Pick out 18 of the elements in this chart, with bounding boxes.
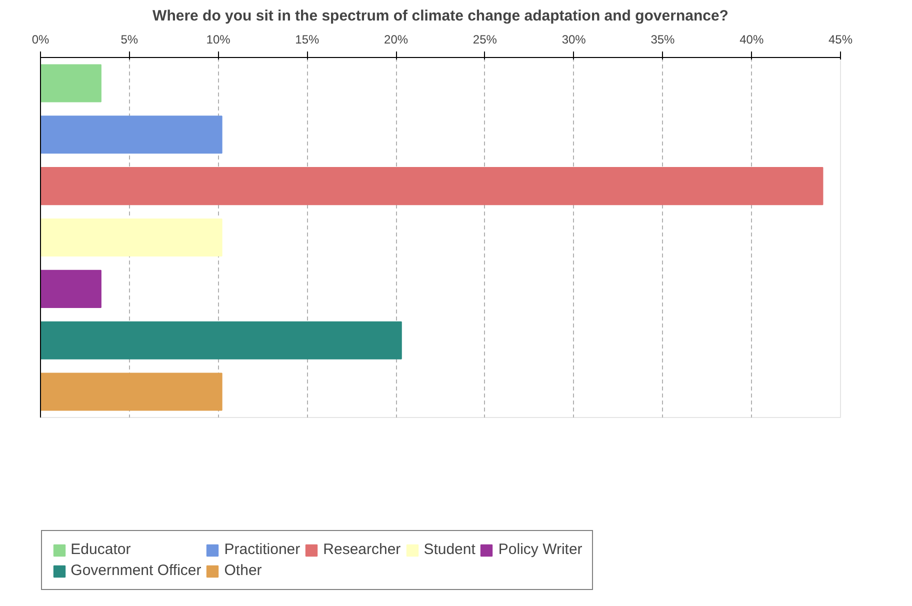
- x-tick-label: 40%: [740, 32, 764, 46]
- x-tick-label: 15%: [295, 32, 320, 46]
- legend-label: Student: [424, 541, 476, 558]
- chart-title: Where do you sit in the spectrum of climate change adaptation and governance?: [152, 8, 728, 24]
- legend-label: Other: [224, 562, 262, 579]
- legend-label: Researcher: [323, 541, 401, 558]
- x-tick-label: 0%: [32, 32, 50, 46]
- x-tick-label: 25%: [472, 32, 498, 46]
- x-tick-label: 35%: [650, 32, 676, 46]
- legend-label: Policy Writer: [498, 541, 582, 558]
- x-tick-label: 45%: [828, 32, 853, 46]
- x-tick-label: 5%: [120, 32, 138, 46]
- x-tick-label: 20%: [384, 32, 408, 46]
- legend-label: Government Officer: [70, 562, 202, 579]
- x-tick-label: 10%: [206, 32, 231, 46]
- legend-label: Educator: [70, 541, 131, 558]
- legend-label: Practitioner: [224, 541, 300, 558]
- x-tick-label: 30%: [562, 32, 586, 46]
